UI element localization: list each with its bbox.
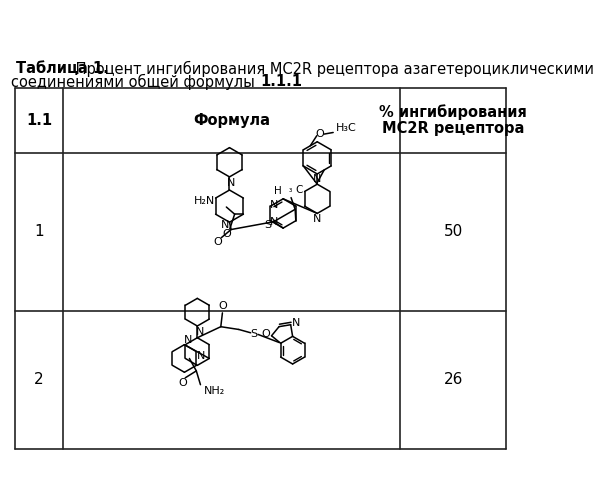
Text: N: N — [196, 327, 205, 337]
Text: N: N — [220, 220, 229, 230]
Text: H₂N: H₂N — [194, 196, 215, 206]
Text: N: N — [313, 174, 322, 184]
Text: N: N — [313, 214, 322, 224]
Text: Формула: Формула — [193, 112, 271, 128]
Text: O: O — [213, 236, 221, 246]
Text: C: C — [295, 186, 303, 196]
Text: N: N — [271, 218, 279, 228]
Text: 1: 1 — [34, 224, 44, 239]
Text: N: N — [271, 200, 279, 209]
Text: O: O — [315, 129, 324, 139]
Text: H: H — [274, 186, 281, 196]
Text: N: N — [227, 178, 236, 188]
Text: % ингибирования: % ингибирования — [379, 104, 527, 120]
Text: Таблица 1.: Таблица 1. — [16, 60, 109, 76]
Text: ₃: ₃ — [288, 185, 292, 194]
Text: S: S — [250, 328, 258, 338]
Text: N: N — [197, 351, 205, 361]
Text: O: O — [218, 302, 227, 312]
Text: O: O — [261, 329, 270, 339]
Text: O: O — [222, 229, 231, 239]
Text: S: S — [264, 220, 271, 230]
Text: H₃C: H₃C — [336, 124, 356, 134]
Text: 2: 2 — [34, 372, 44, 388]
Text: MC2R рецептора: MC2R рецептора — [382, 120, 525, 136]
Text: соединениями общей формулы: соединениями общей формулы — [12, 74, 260, 90]
Text: NH₂: NH₂ — [204, 386, 225, 396]
Text: 1.1: 1.1 — [26, 112, 52, 128]
Text: O: O — [178, 378, 187, 388]
Text: 50: 50 — [443, 224, 463, 239]
Text: Процент ингибирования MC2R рецептора азагетероциклическими: Процент ингибирования MC2R рецептора аза… — [71, 60, 593, 77]
Text: N: N — [183, 335, 192, 345]
Text: N: N — [292, 318, 301, 328]
Text: 1.1.1: 1.1.1 — [260, 74, 302, 88]
Text: 26: 26 — [443, 372, 463, 388]
